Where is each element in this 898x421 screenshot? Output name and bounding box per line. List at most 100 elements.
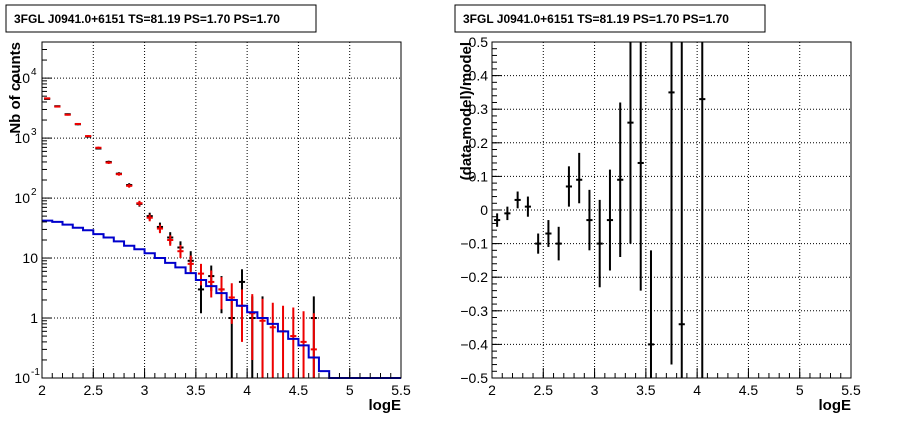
residual-point xyxy=(637,42,644,291)
x-tick-label: 5 xyxy=(346,382,354,398)
y-tick-label: −0.5 xyxy=(460,370,488,386)
y-tick-exponent: 3 xyxy=(31,127,37,138)
x-tick-label: 5.5 xyxy=(841,382,861,398)
residuals-panel: 3FGL J0941.0+6151 TS=81.19 PS=1.70 PS=1.… xyxy=(454,4,861,414)
residual-point xyxy=(586,189,593,251)
x-tick-label: 2 xyxy=(488,382,496,398)
y-tick-label: 0.1 xyxy=(469,168,489,184)
residuals-title-box xyxy=(454,4,766,33)
residual-point xyxy=(504,206,511,221)
model-point xyxy=(44,97,51,100)
y-tick-label: 1 xyxy=(30,310,38,326)
model-point xyxy=(269,302,276,378)
residuals-title: 3FGL J0941.0+6151 TS=81.19 PS=1.70 PS=1.… xyxy=(463,12,729,26)
model-point xyxy=(228,283,235,324)
model-point xyxy=(74,122,81,125)
counts-panel: 3FGL J0941.0+6151 TS=81.19 PS=1.70 PS=1.… xyxy=(5,4,411,414)
y-tick-label: −0.3 xyxy=(460,303,488,319)
y-tick-label: 0.4 xyxy=(469,68,489,84)
model-point xyxy=(85,135,92,138)
residuals-y-axis-label: (data-model)/model xyxy=(458,42,475,180)
residual-point xyxy=(699,42,706,378)
x-tick-label: 5 xyxy=(796,382,804,398)
x-tick-label: 2.5 xyxy=(534,382,554,398)
model-step-line xyxy=(42,219,401,379)
y-tick-label: −0.2 xyxy=(460,269,488,285)
model-point xyxy=(54,105,61,108)
counts-grid xyxy=(42,42,401,378)
x-tick-label: 4.5 xyxy=(739,382,759,398)
residual-point xyxy=(494,213,501,227)
x-tick-label: 5.5 xyxy=(391,382,411,398)
model-point xyxy=(136,200,143,206)
counts-title: 3FGL J0941.0+6151 TS=81.19 PS=1.70 PS=1.… xyxy=(14,12,280,26)
model-point xyxy=(279,305,287,378)
model-point xyxy=(197,263,205,286)
y-tick-label: 0.2 xyxy=(469,135,489,151)
y-tick-label: 10 xyxy=(22,250,38,266)
residual-point xyxy=(596,199,603,288)
model-point xyxy=(167,235,174,246)
counts-marks xyxy=(42,97,401,379)
model-point xyxy=(115,172,123,176)
y-tick-label: 0.3 xyxy=(469,101,489,117)
residuals-x-axis-label: logE xyxy=(819,397,852,414)
counts-x-axis-label: logE xyxy=(369,397,402,414)
x-tick-label: 2 xyxy=(38,382,46,398)
x-tick-label: 3 xyxy=(591,382,599,398)
counts-title-box xyxy=(5,4,317,33)
residual-point xyxy=(514,191,521,209)
x-tick-label: 2.5 xyxy=(84,382,104,398)
residual-point xyxy=(606,169,614,271)
model-point xyxy=(126,184,133,188)
model-point xyxy=(208,270,215,298)
x-tick-label: 4 xyxy=(693,382,701,398)
y-tick-label: −0.1 xyxy=(460,236,488,252)
y-tick-label: 10 xyxy=(14,130,30,146)
residual-point xyxy=(647,250,655,378)
x-tick-label: 4.5 xyxy=(289,382,309,398)
residual-point xyxy=(678,42,685,378)
model-point xyxy=(310,313,317,378)
y-tick-label: 10 xyxy=(14,70,30,86)
model-point xyxy=(290,307,297,378)
model-point xyxy=(156,224,164,234)
model-point xyxy=(187,255,194,274)
y-tick-exponent: 2 xyxy=(31,187,37,198)
model-point xyxy=(249,294,256,360)
y-tick-label: 10 xyxy=(14,190,30,206)
y-tick-label: −0.4 xyxy=(460,336,488,352)
residuals-grid xyxy=(492,42,851,378)
y-tick-exponent: -1 xyxy=(31,367,40,378)
y-tick-label: 0.5 xyxy=(469,34,489,50)
residual-point xyxy=(545,220,552,247)
x-tick-label: 3.5 xyxy=(636,382,656,398)
residual-point xyxy=(576,152,583,204)
residual-point xyxy=(627,42,634,244)
model-point xyxy=(146,214,153,222)
x-tick-label: 4 xyxy=(243,382,251,398)
residual-point xyxy=(524,196,531,217)
model-point xyxy=(177,244,184,259)
residuals-marks xyxy=(494,42,706,378)
residual-point xyxy=(535,233,542,254)
residuals-axes: 2 2.5 3 3.5 4 4.5 5 5.5 −0.5 −0.4 −0.3 −0.2 −0.1 0 0.1… xyxy=(460,34,861,398)
residual-point xyxy=(565,166,573,207)
model-point xyxy=(259,298,266,378)
model-point xyxy=(105,161,112,164)
model-point xyxy=(64,113,71,116)
residual-point xyxy=(617,102,624,258)
y-tick-exponent: 4 xyxy=(31,67,37,78)
model-point xyxy=(238,289,246,342)
y-tick-label: 0 xyxy=(480,202,488,218)
counts-frame xyxy=(41,41,402,379)
residual-point xyxy=(555,226,562,261)
y-tick-label: 10 xyxy=(14,370,30,386)
x-tick-label: 3.5 xyxy=(186,382,206,398)
counts-y-axis-label: Nb of counts xyxy=(7,42,24,134)
model-point xyxy=(95,146,102,149)
residual-point xyxy=(668,42,675,365)
x-tick-label: 3 xyxy=(141,382,149,398)
